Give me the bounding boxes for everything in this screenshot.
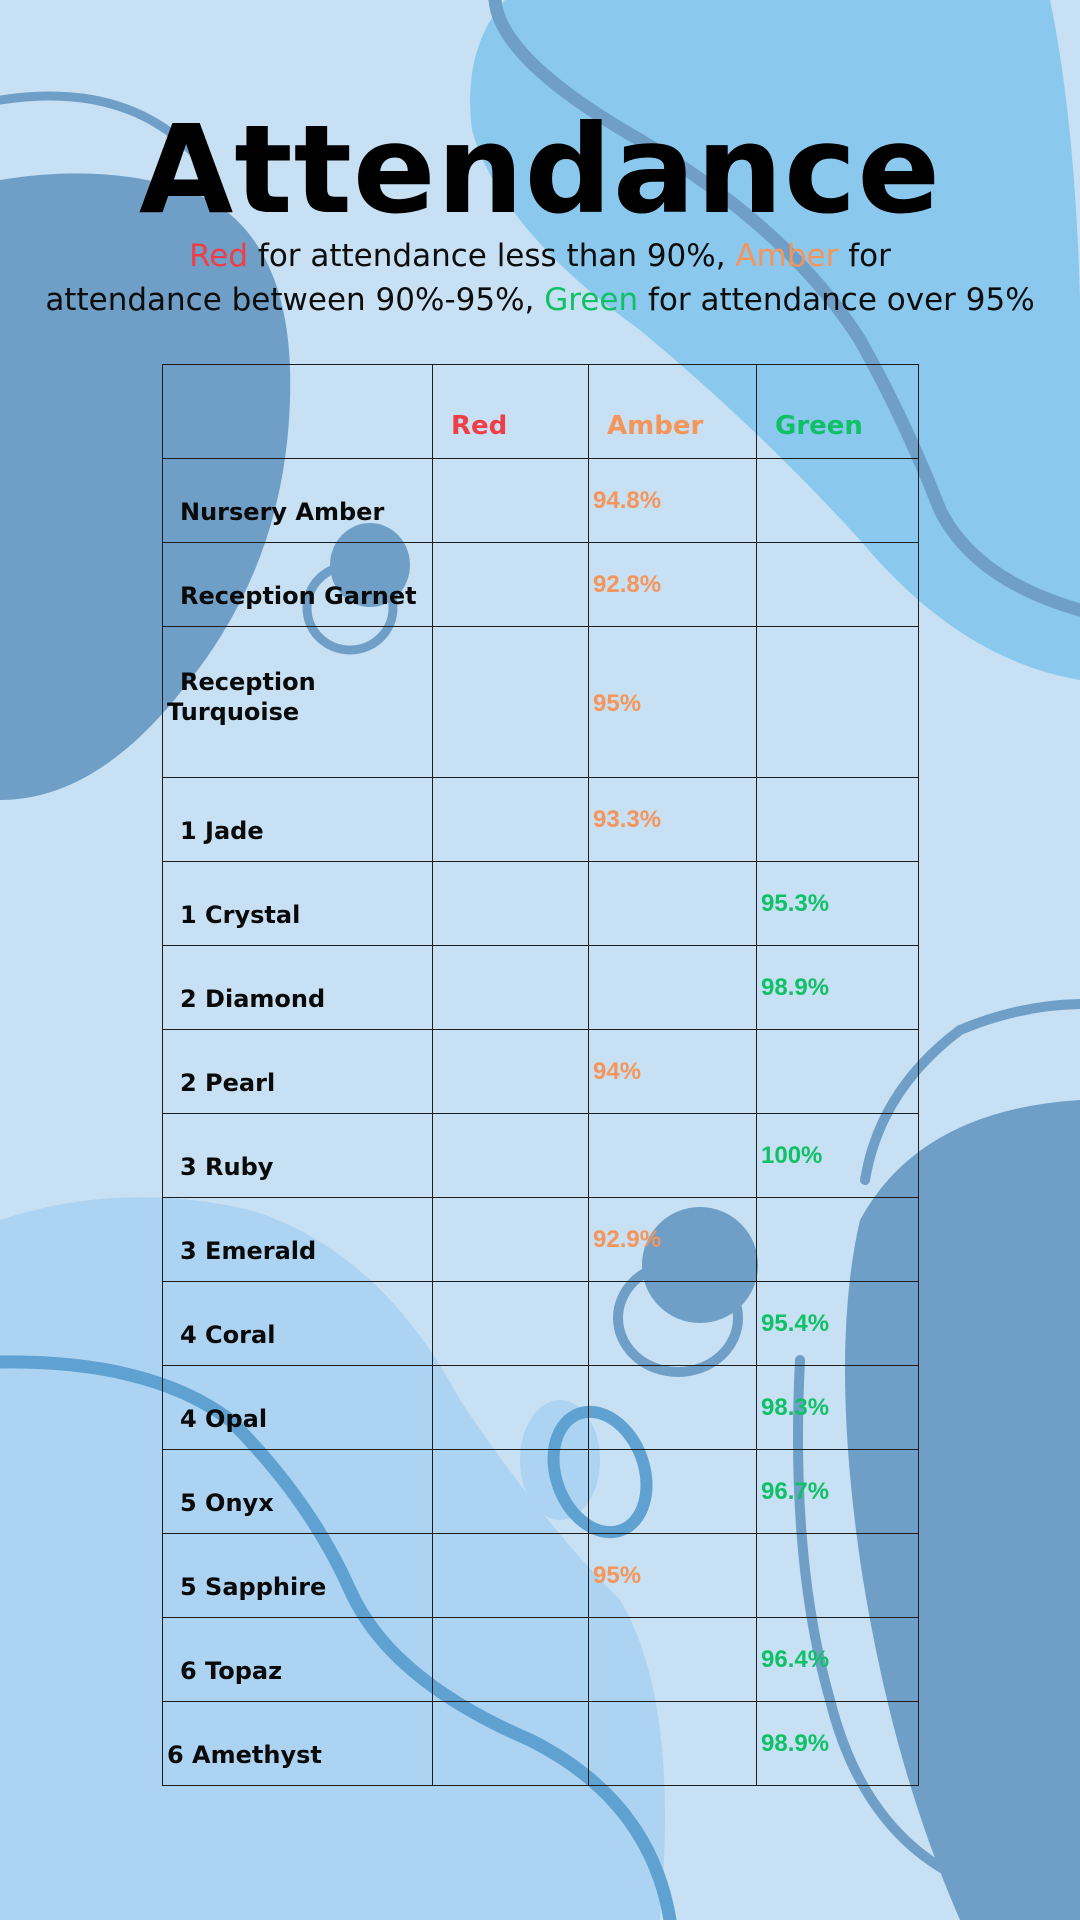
header-green: Green [756, 364, 919, 459]
page-title: Attendance [138, 99, 942, 241]
red-value [432, 1617, 589, 1702]
red-value [432, 945, 589, 1030]
green-value: 98.9% [756, 1701, 919, 1786]
amber-value: 94% [588, 1029, 757, 1114]
header-red: Red [432, 364, 589, 459]
green-value [756, 542, 919, 627]
green-value: 98.3% [756, 1365, 919, 1450]
table-row: 3 Emerald 92.9% [162, 1197, 919, 1282]
table-row: 1 Crystal 95.3% [162, 861, 919, 946]
class-name-line1: Reception [180, 668, 316, 696]
amber-value: 93.3% [588, 777, 757, 862]
legend-green-word: Green [544, 282, 639, 318]
amber-value [588, 861, 757, 946]
legend-amber-word: Amber [735, 238, 839, 274]
green-value [756, 1029, 919, 1114]
table-row: 5 Onyx 96.7% [162, 1449, 919, 1534]
green-value: 95.3% [756, 861, 919, 946]
amber-value [588, 945, 757, 1030]
legend-red-rest: for attendance less than 90%, [248, 238, 736, 274]
red-value [432, 1029, 589, 1114]
class-name: 2 Pearl [162, 1029, 433, 1114]
class-name: 6 Topaz [162, 1617, 433, 1702]
top-left-curve [0, 91, 205, 165]
class-name-line2: Turquoise [167, 698, 300, 726]
red-value [432, 1701, 589, 1786]
class-name: 1 Jade [162, 777, 433, 862]
attendance-table: Red Amber Green Nursery Amber 94.8% Rece… [162, 364, 919, 1786]
left-blob [0, 173, 291, 801]
class-name: 6 Amethyst [162, 1701, 433, 1786]
class-name: Nursery Amber [162, 458, 433, 543]
class-name: 3 Ruby [162, 1113, 433, 1198]
class-name: Reception Garnet [162, 542, 433, 627]
table-row: 2 Pearl 94% [162, 1029, 919, 1114]
table-header-row: Red Amber Green [162, 364, 919, 459]
red-value [432, 1113, 589, 1198]
amber-value [588, 1617, 757, 1702]
red-value [432, 1365, 589, 1450]
table-row: 6 Topaz 96.4% [162, 1617, 919, 1702]
table-row: Nursery Amber 94.8% [162, 458, 919, 543]
legend-amber-rest: for [838, 238, 891, 274]
amber-value [588, 1701, 757, 1786]
amber-value: 92.8% [588, 542, 757, 627]
top-right-curve [488, 0, 1080, 617]
red-value [432, 1533, 589, 1618]
red-value [432, 777, 589, 862]
class-name: 4 Coral [162, 1281, 433, 1366]
red-value [432, 1449, 589, 1534]
class-name: 4 Opal [162, 1365, 433, 1450]
class-name: 3 Emerald [162, 1197, 433, 1282]
green-value: 100% [756, 1113, 919, 1198]
amber-value [588, 1113, 757, 1198]
table-row: 4 Opal 98.3% [162, 1365, 919, 1450]
table-row: 3 Ruby 100% [162, 1113, 919, 1198]
green-value: 95.4% [756, 1281, 919, 1366]
green-value: 96.4% [756, 1617, 919, 1702]
class-name: 5 Onyx [162, 1449, 433, 1534]
table-row: 4 Coral 95.4% [162, 1281, 919, 1366]
red-value [432, 861, 589, 946]
table-row: 1 Jade 93.3% [162, 777, 919, 862]
table-row: Reception Turquoise 95% [162, 626, 919, 778]
amber-value [588, 1449, 757, 1534]
amber-value: 94.8% [588, 458, 757, 543]
class-name: 2 Diamond [162, 945, 433, 1030]
table-row: 2 Diamond 98.9% [162, 945, 919, 1030]
green-value [756, 1197, 919, 1282]
red-value [432, 626, 589, 778]
red-value [432, 542, 589, 627]
green-value [756, 458, 919, 543]
green-value [756, 777, 919, 862]
amber-value [588, 1365, 757, 1450]
green-value [756, 1533, 919, 1618]
green-value: 96.7% [756, 1449, 919, 1534]
legend-green-rest: for attendance over 95% [638, 282, 1035, 318]
top-right-blob [470, 0, 1080, 680]
amber-value: 95% [588, 1533, 757, 1618]
red-value [432, 1197, 589, 1282]
amber-value [588, 1281, 757, 1366]
amber-value: 95% [588, 626, 757, 778]
table-row: 6 Amethyst 98.9% [162, 1701, 919, 1786]
legend-line2-start: attendance between 90%-95%, [45, 282, 545, 318]
header-amber: Amber [588, 364, 757, 459]
legend-red-word: Red [189, 238, 249, 274]
header-class [162, 364, 433, 459]
red-value [432, 458, 589, 543]
green-value: 98.9% [756, 945, 919, 1030]
table-row: Reception Garnet 92.8% [162, 542, 919, 627]
legend-description: Red for attendance less than 90%, Amber … [0, 234, 1080, 322]
class-name: Reception Turquoise [162, 626, 433, 778]
class-name: 5 Sapphire [162, 1533, 433, 1618]
class-name: 1 Crystal [162, 861, 433, 946]
green-value [756, 626, 919, 778]
table-row: 5 Sapphire 95% [162, 1533, 919, 1618]
amber-value: 92.9% [588, 1197, 757, 1282]
red-value [432, 1281, 589, 1366]
